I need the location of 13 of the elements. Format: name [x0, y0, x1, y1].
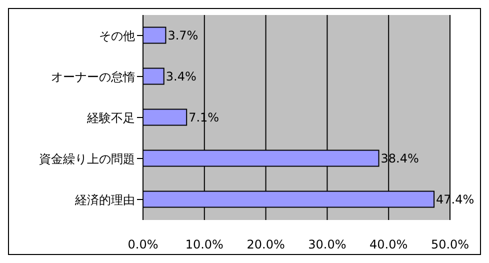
y-tick-label: その他	[99, 28, 135, 43]
data-label: 3.7%	[168, 28, 198, 43]
x-tick-label: 20.0%	[246, 238, 285, 252]
y-tick-label: オーナーの怠惰	[51, 70, 135, 84]
y-tick-label: 経験不足	[86, 110, 135, 125]
x-tick-label: 10.0%	[185, 238, 224, 252]
x-tick-label: 40.0%	[370, 238, 408, 252]
x-tick-label: 50.0%	[430, 238, 470, 252]
y-tick-label: 資金繰り上の問題	[39, 152, 135, 166]
x-tick-label: 30.0%	[308, 238, 346, 252]
y-tick-label: 経済的理由	[74, 192, 135, 207]
data-label: 3.4%	[166, 70, 196, 84]
x-tick-label: 0.0%	[128, 238, 158, 252]
